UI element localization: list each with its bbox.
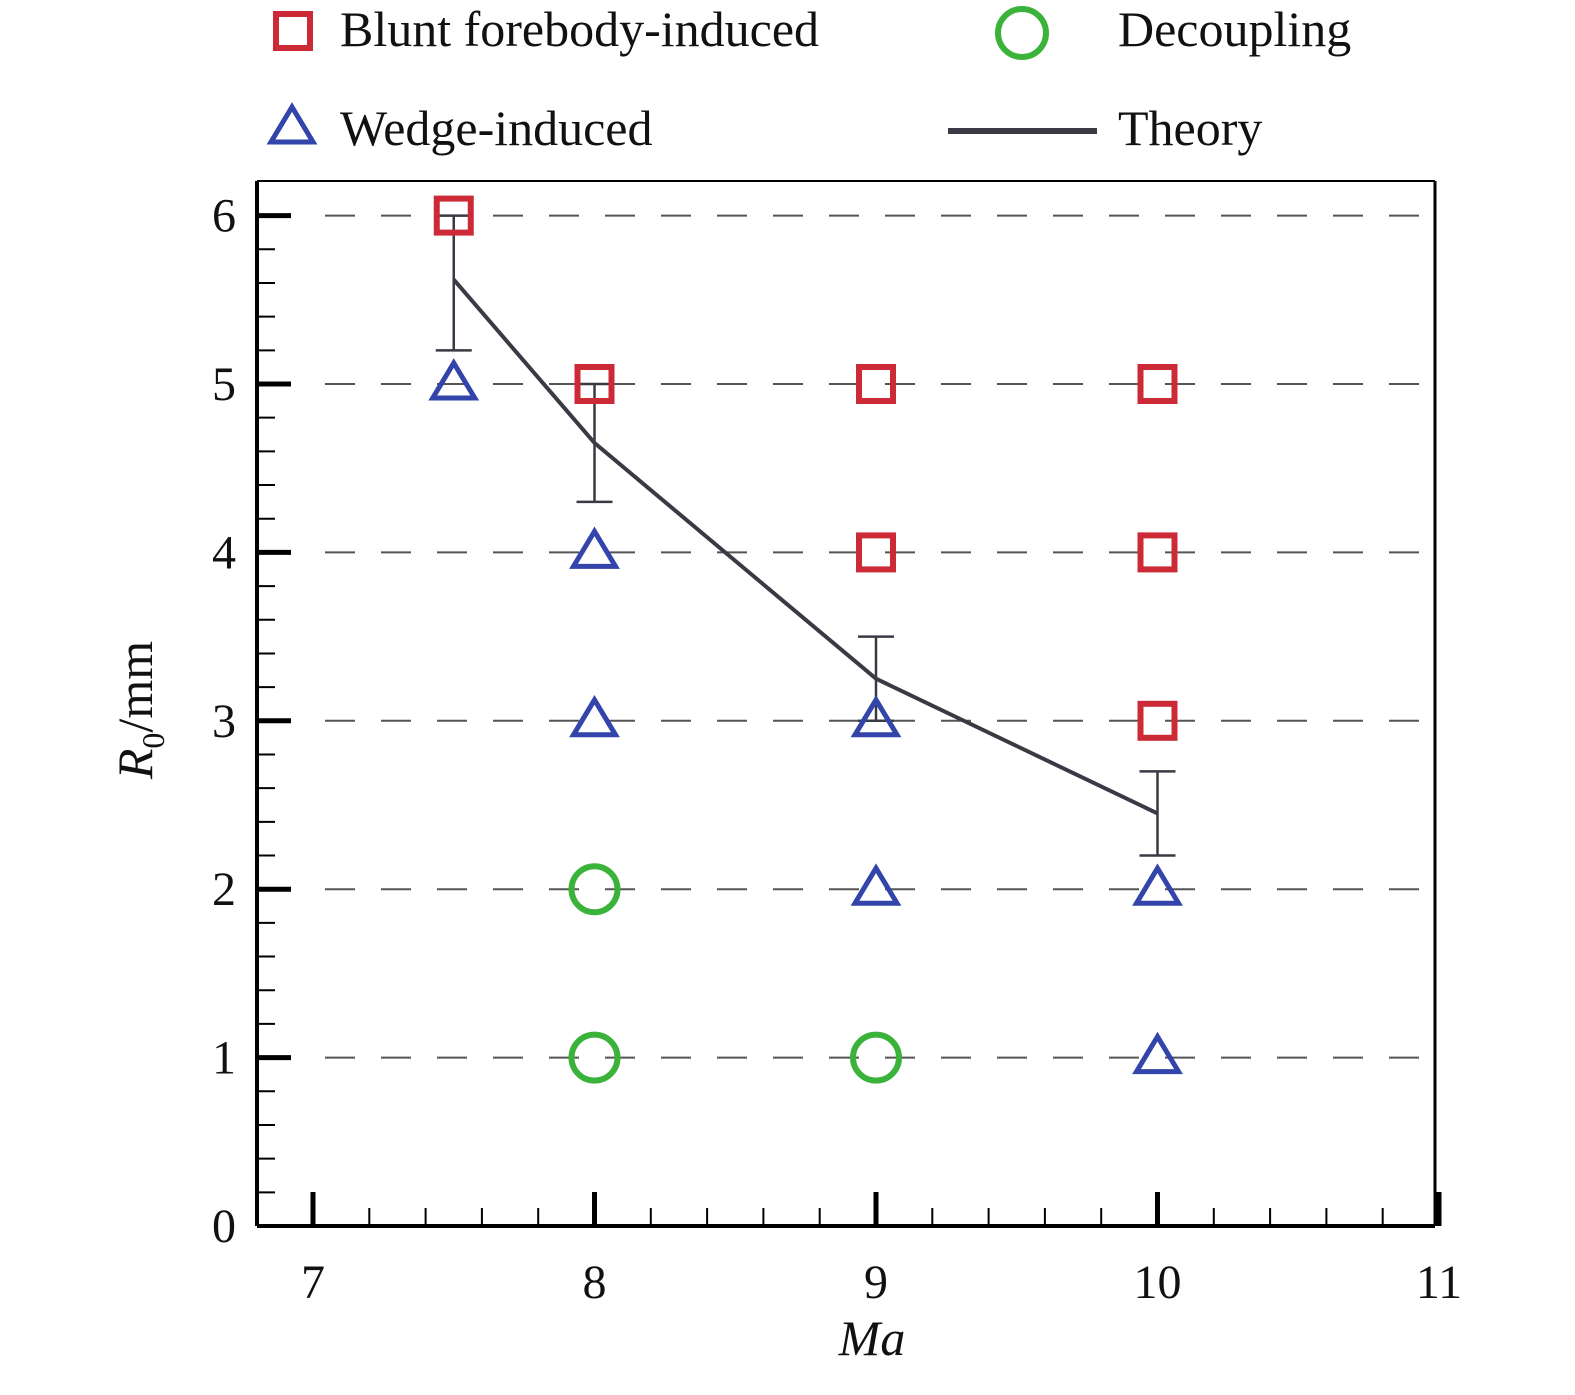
legend-triangle-swatch <box>266 102 318 145</box>
legend-circle-swatch <box>995 6 1049 60</box>
x-tick-label: 11 <box>1416 1256 1462 1309</box>
y-axis-label-sub: 0 <box>135 733 171 749</box>
triangle-point <box>850 863 902 906</box>
x-tick-label: 7 <box>301 1256 325 1309</box>
y-tick-label: 4 <box>212 526 236 579</box>
triangle-point <box>1132 863 1183 906</box>
circle-point <box>568 1031 621 1084</box>
x-tick-label: 10 <box>1134 1256 1182 1309</box>
y-tick-label: 3 <box>212 695 236 748</box>
square-point <box>433 195 474 236</box>
square-point <box>1137 700 1178 741</box>
y-tick-label: 0 <box>212 1200 236 1253</box>
legend-label: Theory <box>1118 100 1262 156</box>
y-axis-label: R0/mm <box>107 641 171 780</box>
x-tick-label: 8 <box>583 1256 607 1309</box>
circle-point <box>568 863 621 916</box>
legend-label: Blunt forebody-induced <box>340 1 819 57</box>
y-tick-label: 2 <box>212 863 236 916</box>
triangle-point <box>1132 1031 1183 1075</box>
circle-point <box>850 1031 902 1084</box>
y-tick-label: 6 <box>212 190 236 243</box>
square-point <box>1137 364 1178 404</box>
x-tick-label: 9 <box>864 1256 888 1309</box>
y-tick-label: 5 <box>212 358 236 411</box>
x-axis-label: Ma <box>838 1310 906 1366</box>
legend-square-swatch <box>273 11 313 51</box>
square-point <box>1137 532 1178 573</box>
square-point <box>856 532 896 573</box>
triangle-point <box>569 526 620 569</box>
y-tick-label: 1 <box>212 1032 236 1085</box>
triangle-point <box>850 694 902 738</box>
triangle-point <box>569 694 620 738</box>
y-axis-label-main: R <box>107 749 163 781</box>
legend-label: Wedge-induced <box>340 100 653 156</box>
y-axis-label-unit: /mm <box>107 641 163 733</box>
theory-line <box>452 278 1159 816</box>
square-point <box>856 364 896 404</box>
triangle-point <box>428 358 480 401</box>
legend-label: Decoupling <box>1118 1 1351 57</box>
square-point <box>574 364 615 404</box>
